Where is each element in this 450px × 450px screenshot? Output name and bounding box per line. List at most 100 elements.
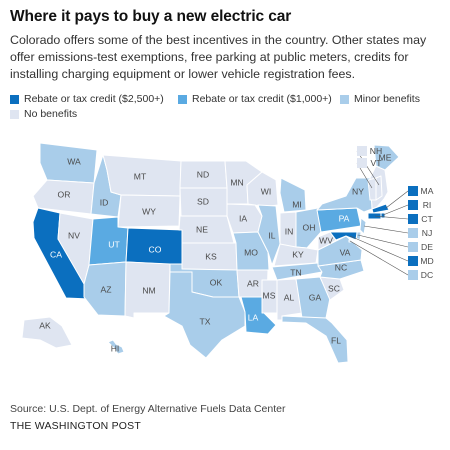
state-vt [367,177,377,201]
chart-subtitle: Colorado offers some of the best incenti… [10,33,427,81]
state-label-hi: HI [111,343,120,353]
leader-line-nj [363,225,409,234]
callout-box-ri [408,200,418,210]
leader-line-nh [356,150,380,186]
callout-label-md: MD [420,256,433,266]
state-nh [375,175,383,201]
state-label-co: CO [149,244,162,254]
callout-box-dc [408,270,418,280]
state-or [32,179,95,215]
callout-box-nj [408,228,418,238]
state-hi [107,339,125,355]
state-label-tx: TX [200,316,211,326]
state-me [373,144,400,171]
state-label-ok: OK [210,277,223,287]
state-tx [163,271,246,359]
state-wv [317,231,337,251]
state-label-pa: PA [339,213,350,223]
state-label-nm: NM [142,285,155,295]
legend-swatch-tier-1000 [178,94,187,104]
state-label-mi: MI [292,199,302,209]
leader-line-md [349,235,409,262]
state-label-il: IL [268,230,275,240]
callout-label-vt: VT [371,158,383,168]
state-ak [21,316,73,349]
state-label-tn: TN [290,267,301,277]
state-label-nv: NV [68,230,80,240]
state-label-sc: SC [328,283,340,293]
state-label-wv: WV [319,235,333,245]
legend-label-none: No benefits [24,108,78,120]
leader-line-dc [349,240,409,276]
legend-item-tier-1000: Rebate or tax credit ($1,000+) [178,93,332,105]
state-label-ne: NE [196,224,208,234]
callout-box-ma [408,186,418,196]
state-label-ia: IA [239,213,247,223]
state-label-la: LA [248,312,259,322]
credit-line: THE WASHINGTON POST [10,420,141,432]
state-label-wi: WI [261,186,272,196]
legend-swatch-minor [340,94,349,104]
leader-line-de [357,234,409,248]
state-label-ga: GA [309,292,322,302]
state-label-ca: CA [50,249,62,259]
state-label-al: AL [284,292,295,302]
state-ga [295,276,331,319]
state-oh [295,207,322,249]
callout-box-nh [357,146,367,156]
state-label-ks: KS [205,251,217,261]
legend-swatch-tier-2500 [10,94,19,104]
state-label-ky: KY [292,249,304,259]
callout-label-dc: DC [421,270,433,280]
state-ct [367,212,382,220]
state-label-va: VA [340,247,351,257]
leader-line-ct [374,215,409,220]
leader-line-ma [385,190,409,209]
state-label-az: AZ [101,284,112,294]
state-label-mt: MT [134,171,147,181]
callout-label-ri: RI [423,200,432,210]
state-label-or: OR [58,189,71,199]
state-label-id: ID [100,197,109,207]
source-note: Source: U.S. Dept. of Energy Alternative… [10,403,286,415]
callout-label-de: DE [421,242,433,252]
state-label-ny: NY [352,186,364,196]
legend-label-tier-2500: Rebate or tax credit ($2,500+) [24,93,164,105]
leader-line-ri [382,204,409,216]
state-fl [281,315,349,364]
callout-label-ma: MA [421,186,434,196]
state-label-ut: UT [108,239,120,249]
callout-box-ct [408,214,418,224]
state-nj [359,217,367,235]
state-label-ms: MS [263,290,276,300]
legend-swatch-none [10,109,19,119]
state-ri [380,212,386,219]
state-label-in: IN [285,226,294,236]
callout-box-vt [357,158,367,168]
callout-label-nj: NJ [422,228,433,238]
state-label-sd: SD [197,196,209,206]
state-mi [279,177,307,213]
callout-box-md [408,256,418,266]
legend-item-none: No benefits [10,108,77,120]
callout-box-de [408,242,418,252]
callout-label-ct: CT [421,214,433,224]
state-label-oh: OH [303,222,316,232]
state-il [257,204,281,266]
chart-title: Where it pays to buy a new electric car [10,8,292,25]
legend-item-minor: Minor benefits [340,93,420,105]
state-label-mn: MN [230,177,243,187]
state-label-mo: MO [244,247,258,257]
state-label-ar: AR [247,278,259,288]
state-label-nd: ND [197,169,209,179]
state-label-wa: WA [67,156,81,166]
state-label-nc: NC [335,262,347,272]
state-md [329,231,358,241]
us-map: WA OR CA NV ID MT WY UT CO AZ NM ND SD NE KS OK TX MN IA MO… [21,142,434,364]
legend-label-minor: Minor benefits [354,93,420,105]
legend-label-tier-1000: Rebate or tax credit ($1,000+) [192,93,332,105]
legend-item-tier-2500: Rebate or tax credit ($2,500+) [10,93,164,105]
state-label-ak: AK [39,320,51,330]
state-label-wy: WY [142,206,156,216]
state-label-me: ME [379,152,392,162]
